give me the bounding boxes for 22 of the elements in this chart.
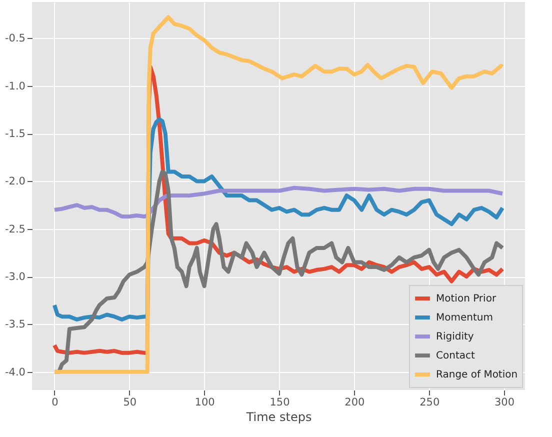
x-tick-label: 50 — [123, 396, 137, 408]
y-tick-label: -4.0 — [5, 366, 26, 378]
legend-label: Momentum — [436, 312, 493, 324]
y-tick-label: -2.5 — [5, 223, 26, 236]
x-tick-label: 300 — [494, 396, 515, 408]
x-tick-label: 200 — [344, 396, 365, 408]
legend-label: Motion Prior — [436, 294, 497, 304]
line-series — [52, 186, 505, 218]
legend-label: Contact — [436, 350, 475, 362]
legend-label: Rigidity — [436, 332, 474, 342]
y-tick-label: -1.0 — [5, 80, 26, 92]
y-tick-label: -3.0 — [5, 271, 26, 284]
x-tick-label: 150 — [270, 396, 290, 408]
y-tick-label: -1.5 — [5, 128, 26, 140]
y-tick-label: -2.0 — [5, 176, 26, 188]
y-tick-label: -0.5 — [5, 32, 26, 45]
x-tick-label: 250 — [420, 396, 440, 408]
x-tick-label: 100 — [194, 396, 215, 408]
x-axis-title: Time steps — [245, 410, 312, 424]
x-tick-label: 0 — [52, 396, 58, 408]
y-tick-label: -3.5 — [5, 318, 26, 331]
legend-label: Range of Motion — [436, 370, 518, 380]
